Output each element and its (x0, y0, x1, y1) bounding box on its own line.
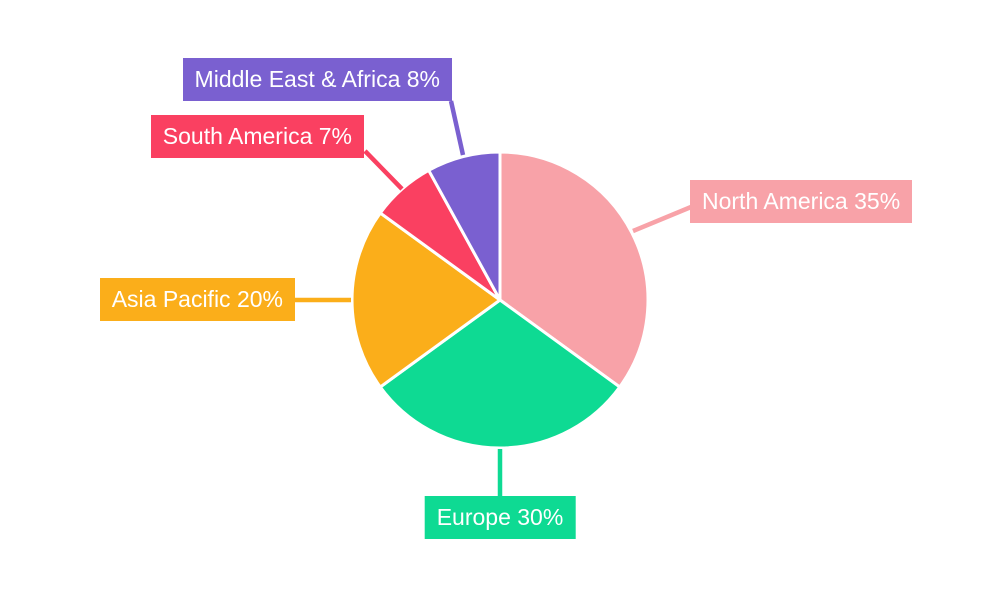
leader-line-middle-east-africa (448, 100, 466, 156)
callout-label-asia-pacific: Asia Pacific 20% (99, 278, 295, 322)
pie-slice-europe[interactable] (378, 298, 622, 450)
pie-slice-north-america[interactable] (498, 150, 650, 389)
pie-slice-asia-pacific[interactable] (350, 211, 502, 389)
leader-line-south-america (363, 149, 404, 191)
pie-slice-middle-east-africa[interactable] (427, 150, 502, 302)
callout-label-europe: Europe 30% (424, 496, 576, 540)
callout-label-north-america: North America 35% (690, 180, 913, 224)
callout-label-middle-east-africa: Middle East & Africa 8% (182, 58, 452, 102)
callout-label-south-america: South America 7% (150, 115, 364, 159)
leader-line-north-america (632, 204, 692, 234)
